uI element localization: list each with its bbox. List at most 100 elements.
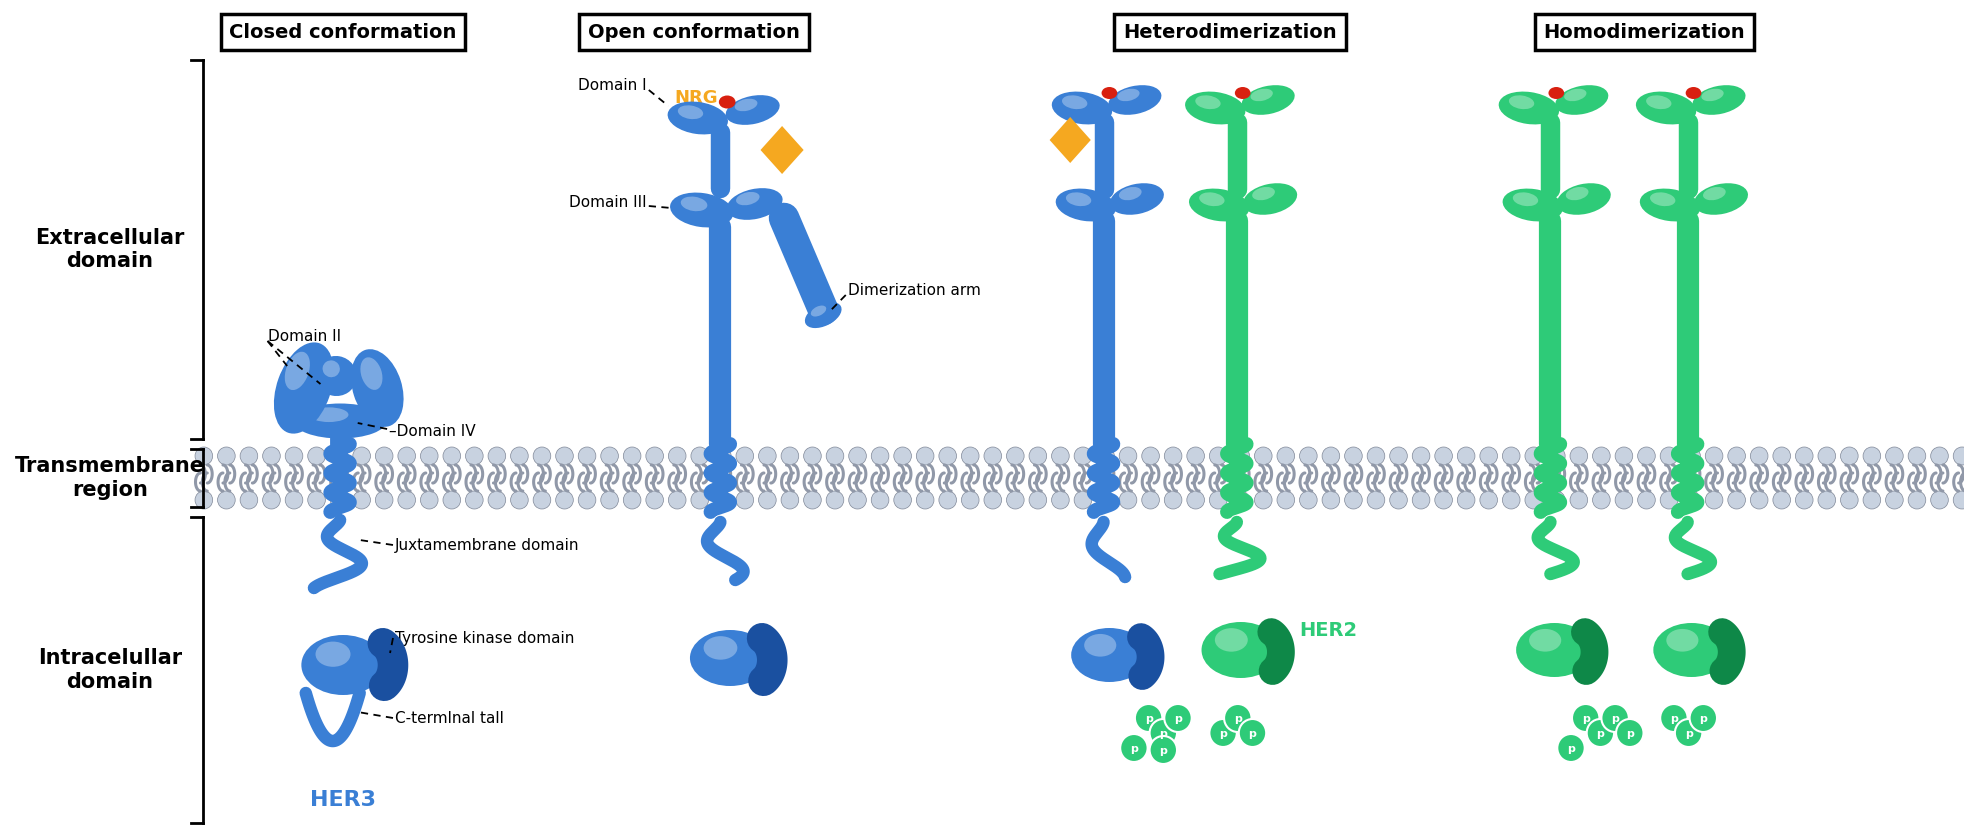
Ellipse shape (1241, 85, 1294, 115)
Circle shape (218, 447, 236, 465)
Circle shape (1840, 491, 1858, 509)
Circle shape (556, 491, 573, 509)
Ellipse shape (361, 357, 383, 390)
Circle shape (939, 447, 956, 465)
Ellipse shape (1502, 189, 1563, 221)
Ellipse shape (1654, 623, 1730, 677)
Text: Dimerization arm: Dimerization arm (848, 282, 980, 297)
Circle shape (782, 447, 799, 465)
Circle shape (1367, 447, 1385, 465)
Circle shape (1051, 491, 1068, 509)
Circle shape (1165, 447, 1182, 465)
Circle shape (1557, 734, 1585, 762)
Circle shape (1616, 719, 1644, 747)
Ellipse shape (1200, 193, 1224, 206)
Circle shape (263, 447, 281, 465)
Circle shape (1660, 491, 1677, 509)
Circle shape (691, 491, 709, 509)
Circle shape (1660, 447, 1677, 465)
Ellipse shape (1063, 96, 1088, 109)
Ellipse shape (293, 404, 387, 438)
Circle shape (1638, 491, 1656, 509)
Circle shape (330, 447, 348, 465)
Ellipse shape (285, 352, 310, 390)
Circle shape (354, 491, 371, 509)
Text: Intracelullar
domain: Intracelullar domain (37, 649, 183, 691)
Circle shape (872, 491, 890, 509)
Circle shape (1300, 491, 1318, 509)
Text: Homodimerization: Homodimerization (1544, 23, 1746, 42)
Text: Domain III: Domain III (570, 194, 646, 210)
Ellipse shape (1548, 87, 1563, 99)
Ellipse shape (1235, 87, 1251, 99)
Circle shape (984, 491, 1002, 509)
Text: Transmembrane
region: Transmembrane region (16, 457, 204, 499)
Ellipse shape (1499, 91, 1559, 124)
Circle shape (1210, 719, 1237, 747)
Ellipse shape (668, 101, 729, 134)
Ellipse shape (1636, 91, 1697, 124)
Circle shape (240, 447, 257, 465)
Ellipse shape (1184, 91, 1245, 124)
Circle shape (194, 491, 212, 509)
Text: HER2: HER2 (1300, 620, 1357, 639)
Circle shape (1149, 736, 1176, 764)
Text: p: p (1581, 714, 1589, 724)
Circle shape (511, 491, 528, 509)
Circle shape (1119, 447, 1137, 465)
Circle shape (1885, 491, 1903, 509)
Text: Closed conformation: Closed conformation (230, 23, 458, 42)
Circle shape (1524, 491, 1542, 509)
Ellipse shape (1646, 96, 1671, 109)
Circle shape (489, 447, 505, 465)
Circle shape (399, 491, 416, 509)
Circle shape (1502, 447, 1520, 465)
Ellipse shape (1243, 184, 1296, 215)
Circle shape (1660, 704, 1687, 732)
Circle shape (1548, 491, 1565, 509)
Circle shape (803, 447, 821, 465)
Circle shape (285, 447, 302, 465)
Circle shape (1864, 447, 1882, 465)
Ellipse shape (1701, 89, 1724, 101)
Circle shape (1412, 447, 1430, 465)
Ellipse shape (1118, 89, 1139, 101)
Circle shape (1864, 491, 1882, 509)
Circle shape (803, 491, 821, 509)
Circle shape (489, 491, 505, 509)
Ellipse shape (1188, 189, 1249, 221)
Ellipse shape (725, 96, 780, 125)
Ellipse shape (805, 302, 841, 328)
Circle shape (1593, 447, 1610, 465)
Ellipse shape (1196, 96, 1222, 109)
Circle shape (354, 447, 371, 465)
Circle shape (1345, 491, 1363, 509)
Circle shape (1931, 447, 1948, 465)
Circle shape (1479, 491, 1497, 509)
Circle shape (1322, 491, 1339, 509)
Ellipse shape (1216, 628, 1247, 652)
Ellipse shape (689, 630, 770, 686)
Circle shape (308, 447, 326, 465)
Ellipse shape (1508, 96, 1534, 109)
Circle shape (1773, 491, 1791, 509)
Circle shape (375, 447, 393, 465)
Circle shape (872, 447, 890, 465)
Circle shape (1436, 491, 1453, 509)
Circle shape (218, 491, 236, 509)
Circle shape (240, 491, 257, 509)
Ellipse shape (1512, 193, 1538, 206)
Circle shape (1345, 447, 1363, 465)
Text: p: p (1159, 746, 1167, 756)
Text: Extracellular
domain: Extracellular domain (35, 228, 185, 272)
Ellipse shape (1665, 629, 1699, 652)
Ellipse shape (1693, 85, 1746, 115)
Ellipse shape (678, 106, 703, 119)
Circle shape (330, 491, 348, 509)
Ellipse shape (1563, 89, 1587, 101)
Circle shape (1614, 491, 1632, 509)
Ellipse shape (1202, 622, 1281, 678)
Circle shape (1683, 491, 1701, 509)
Circle shape (736, 447, 754, 465)
Circle shape (1750, 447, 1768, 465)
